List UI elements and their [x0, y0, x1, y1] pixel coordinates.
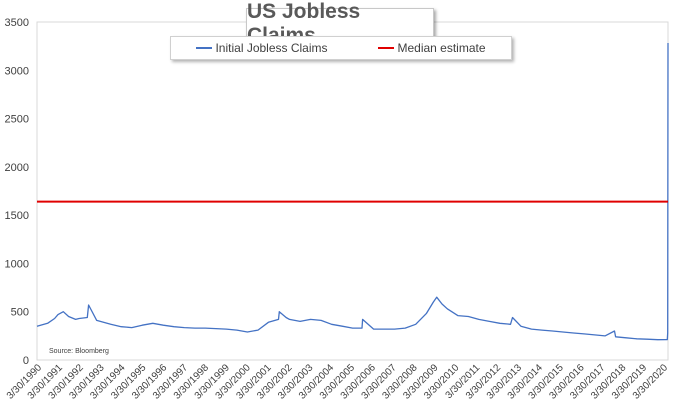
legend-swatch-claims: [196, 47, 213, 49]
y-tick-label: 0: [23, 355, 29, 367]
source-note: Source: Bloomberg: [49, 348, 109, 355]
legend-entry-claims: Initial Jobless Claims: [196, 41, 328, 55]
legend-entry-median: Median estimate: [378, 41, 486, 55]
legend-label-median: Median estimate: [397, 41, 486, 55]
chart-title: US Jobless Claims: [246, 0, 434, 47]
y-tick-label: 3000: [5, 65, 29, 77]
chart-legend: Initial Jobless Claims Median estimate: [170, 36, 512, 60]
y-tick-label: 500: [11, 307, 29, 319]
legend-swatch-median: [378, 47, 395, 49]
y-tick-label: 3500: [5, 17, 29, 29]
plot-area: [36, 21, 669, 361]
series-line-initial-claims: [36, 42, 669, 341]
y-tick-label: 2500: [5, 114, 29, 126]
y-tick-label: 1000: [5, 258, 29, 270]
y-tick-label: 2000: [5, 162, 29, 174]
legend-label-claims: Initial Jobless Claims: [215, 41, 328, 55]
y-tick-label: 1500: [5, 210, 29, 222]
